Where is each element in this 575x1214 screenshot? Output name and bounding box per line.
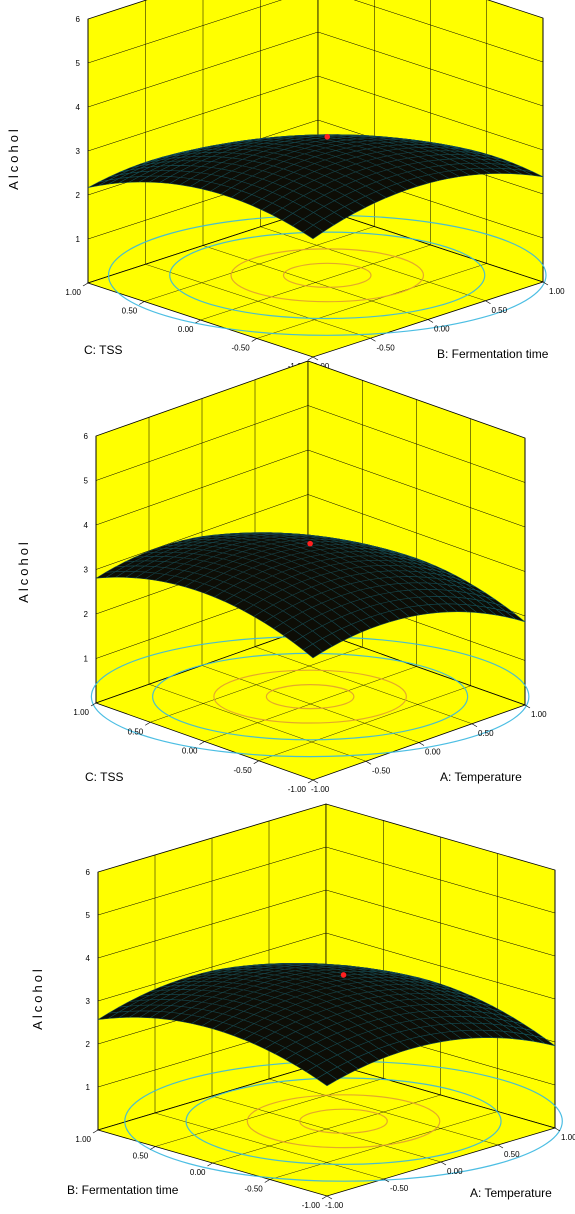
left-axis-label: B: Fermentation time (67, 1183, 179, 1197)
right-axis-tick-label: -1.00 (311, 785, 330, 794)
left-axis-tick (139, 302, 144, 305)
left-axis-tick-label: 0.50 (128, 727, 144, 736)
right-axis-tick (366, 761, 371, 764)
right-axis-tick-label: 0.50 (478, 729, 494, 738)
z-tick-label: 4 (84, 521, 89, 530)
z-tick-label: 2 (76, 191, 81, 200)
left-axis-tick (145, 722, 150, 725)
z-tick-label: 6 (76, 15, 81, 24)
right-axis-tick (327, 1196, 332, 1199)
left-axis-tick-label: 0.00 (178, 325, 194, 334)
right-axis-tick (428, 320, 433, 323)
z-tick-label: 6 (86, 868, 91, 877)
z-tick-label: 3 (76, 147, 81, 156)
optimum-point-marker (307, 541, 313, 547)
right-axis-tick-label: -1.00 (325, 1201, 344, 1209)
left-axis-tick (254, 761, 259, 764)
z-tick-label: 4 (86, 954, 91, 963)
z-axis-label: Alcohol (6, 126, 21, 190)
right-axis-tick (498, 1145, 503, 1148)
z-tick-label: 3 (84, 566, 89, 575)
left-axis-tick (322, 1196, 327, 1199)
left-axis-tick-label: 1.00 (75, 1135, 91, 1144)
surface-plot-tss-temperature: 1 2 3 4 5 6 1.00 0.50 0.00 -0.50 -1.00 -1.00 -0.50 0.… (16, 361, 547, 794)
left-axis-tick-label: 1.00 (65, 288, 81, 297)
z-tick-label: 5 (76, 59, 81, 68)
right-axis-tick (371, 338, 376, 341)
surface-plot-fermentation-temperature: 1 2 3 4 5 6 1.00 0.50 0.00 -0.50 -1.00 -1.00 -0.50 0.… (30, 804, 575, 1209)
optimum-point-marker (324, 134, 330, 140)
right-axis-label: B: Fermentation time (437, 347, 549, 361)
right-axis-tick-label: 0.00 (447, 1167, 463, 1176)
right-axis-tick (441, 1162, 446, 1165)
left-axis-tick-label: -0.50 (234, 766, 253, 775)
left-axis-tick-label: -0.50 (232, 344, 251, 353)
right-axis-tick-label: -0.50 (377, 343, 396, 352)
right-axis-tick-label: 0.50 (504, 1150, 520, 1159)
left-axis-tick (150, 1147, 155, 1150)
right-axis-tick (486, 301, 491, 304)
left-axis-tick-label: 1.00 (73, 708, 89, 717)
z-tick-label: 1 (76, 235, 81, 244)
right-axis-tick-label: 1.00 (531, 710, 547, 719)
right-axis-tick-label: -0.50 (372, 766, 391, 775)
right-axis-tick-label: -0.50 (390, 1184, 409, 1193)
left-axis-tick-label: 0.50 (122, 307, 138, 316)
right-axis-label: A: Temperature (440, 770, 522, 784)
z-tick-label: 1 (86, 1083, 91, 1092)
left-axis-tick (93, 1130, 98, 1133)
z-tick-label: 4 (76, 103, 81, 112)
z-tick-label: 5 (86, 911, 91, 920)
left-axis-tick (265, 1180, 270, 1183)
z-tick-label: 2 (84, 610, 89, 619)
left-axis-label: C: TSS (85, 770, 123, 784)
optimum-point-marker (341, 972, 347, 978)
surface-plot-tss-fermentation: 1234561.000.500.00-0.50-1.00-1.00-0.500.… (6, 0, 565, 371)
z-axis-label: Alcohol (16, 539, 31, 603)
z-tick-label: 2 (86, 1040, 91, 1049)
left-axis-tick-label: 0.00 (190, 1168, 206, 1177)
left-axis-tick-label: 0.00 (182, 747, 198, 756)
z-axis-label: Alcohol (30, 966, 45, 1030)
right-axis-tick (419, 743, 424, 746)
left-axis-tick (308, 357, 313, 360)
left-axis-label: C: TSS (84, 343, 122, 357)
right-axis-tick-label: 1.00 (549, 287, 565, 296)
z-tick-label: 6 (84, 432, 89, 441)
left-axis-tick-label: -1.00 (302, 1201, 321, 1209)
z-tick-label: 1 (84, 655, 89, 664)
left-axis-tick (196, 320, 201, 323)
right-axis-tick (472, 724, 477, 727)
right-axis-label: A: Temperature (470, 1186, 552, 1200)
left-axis-tick-label: 0.50 (133, 1152, 149, 1161)
z-tick-label: 3 (86, 997, 91, 1006)
right-axis-tick (555, 1128, 560, 1131)
left-axis-tick (83, 283, 88, 286)
right-axis-tick-label: 0.00 (425, 748, 441, 757)
right-axis-tick (313, 357, 318, 360)
left-axis-tick-label: -0.50 (245, 1185, 264, 1194)
right-axis-tick-label: 0.00 (434, 325, 450, 334)
right-axis-tick (313, 780, 318, 783)
right-axis-tick-label: 0.50 (492, 306, 508, 315)
z-tick-label: 5 (84, 477, 89, 486)
left-axis-tick-label: -1.00 (288, 785, 307, 794)
left-axis-tick (308, 780, 313, 783)
left-axis-tick (208, 1163, 213, 1166)
left-axis-tick (252, 339, 257, 342)
left-axis-tick (200, 742, 205, 745)
right-axis-tick-label: 1.00 (561, 1133, 575, 1142)
